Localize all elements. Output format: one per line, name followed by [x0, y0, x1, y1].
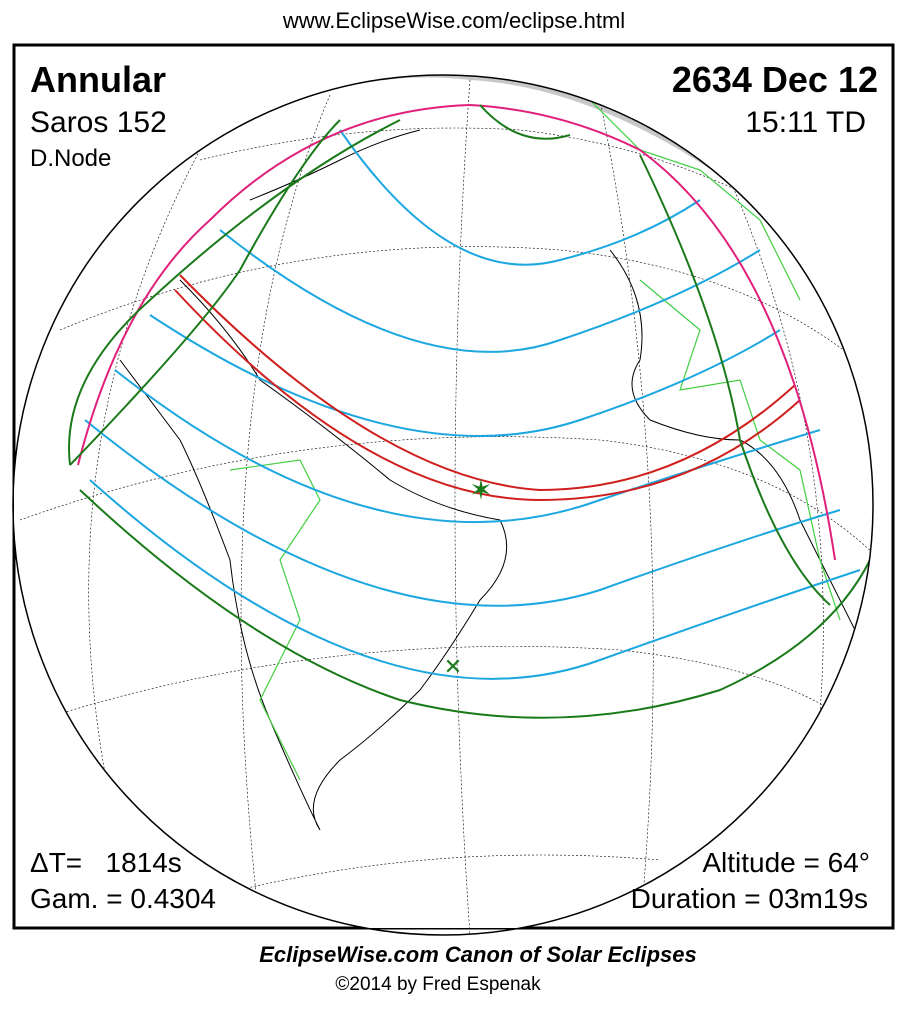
coastlines	[119, 129, 861, 831]
footer-title: EclipseWise.com Canon of Solar Eclipses	[259, 942, 697, 967]
umbral-contours	[84, 129, 861, 680]
country-borders	[229, 99, 841, 781]
globe: ✶ ✕	[14, 75, 873, 935]
duration: Duration = 03m19s	[631, 883, 868, 914]
eclipse-type: Annular	[30, 59, 166, 100]
greatest-duration-marker: ✕	[444, 654, 462, 679]
penumbral-limit	[77, 103, 836, 561]
date: 2634 Dec 12	[672, 59, 878, 100]
time: 15:11 TD	[745, 106, 866, 139]
copyright: ©2014 by Fred Espenak	[335, 974, 541, 995]
delta-t: ΔT= 1814s	[30, 847, 182, 878]
node: D.Node	[30, 145, 111, 172]
url: www.EclipseWise.com/eclipse.html	[282, 8, 625, 33]
penumbral-contours	[68, 104, 871, 719]
gamma: Gam. = 0.4304	[30, 883, 216, 914]
greatest-eclipse-marker: ✶	[469, 474, 492, 505]
altitude: Altitude = 64°	[702, 847, 870, 878]
central-path	[174, 274, 801, 502]
saros: Saros 152	[30, 106, 167, 139]
globe-outline	[12, 74, 874, 936]
